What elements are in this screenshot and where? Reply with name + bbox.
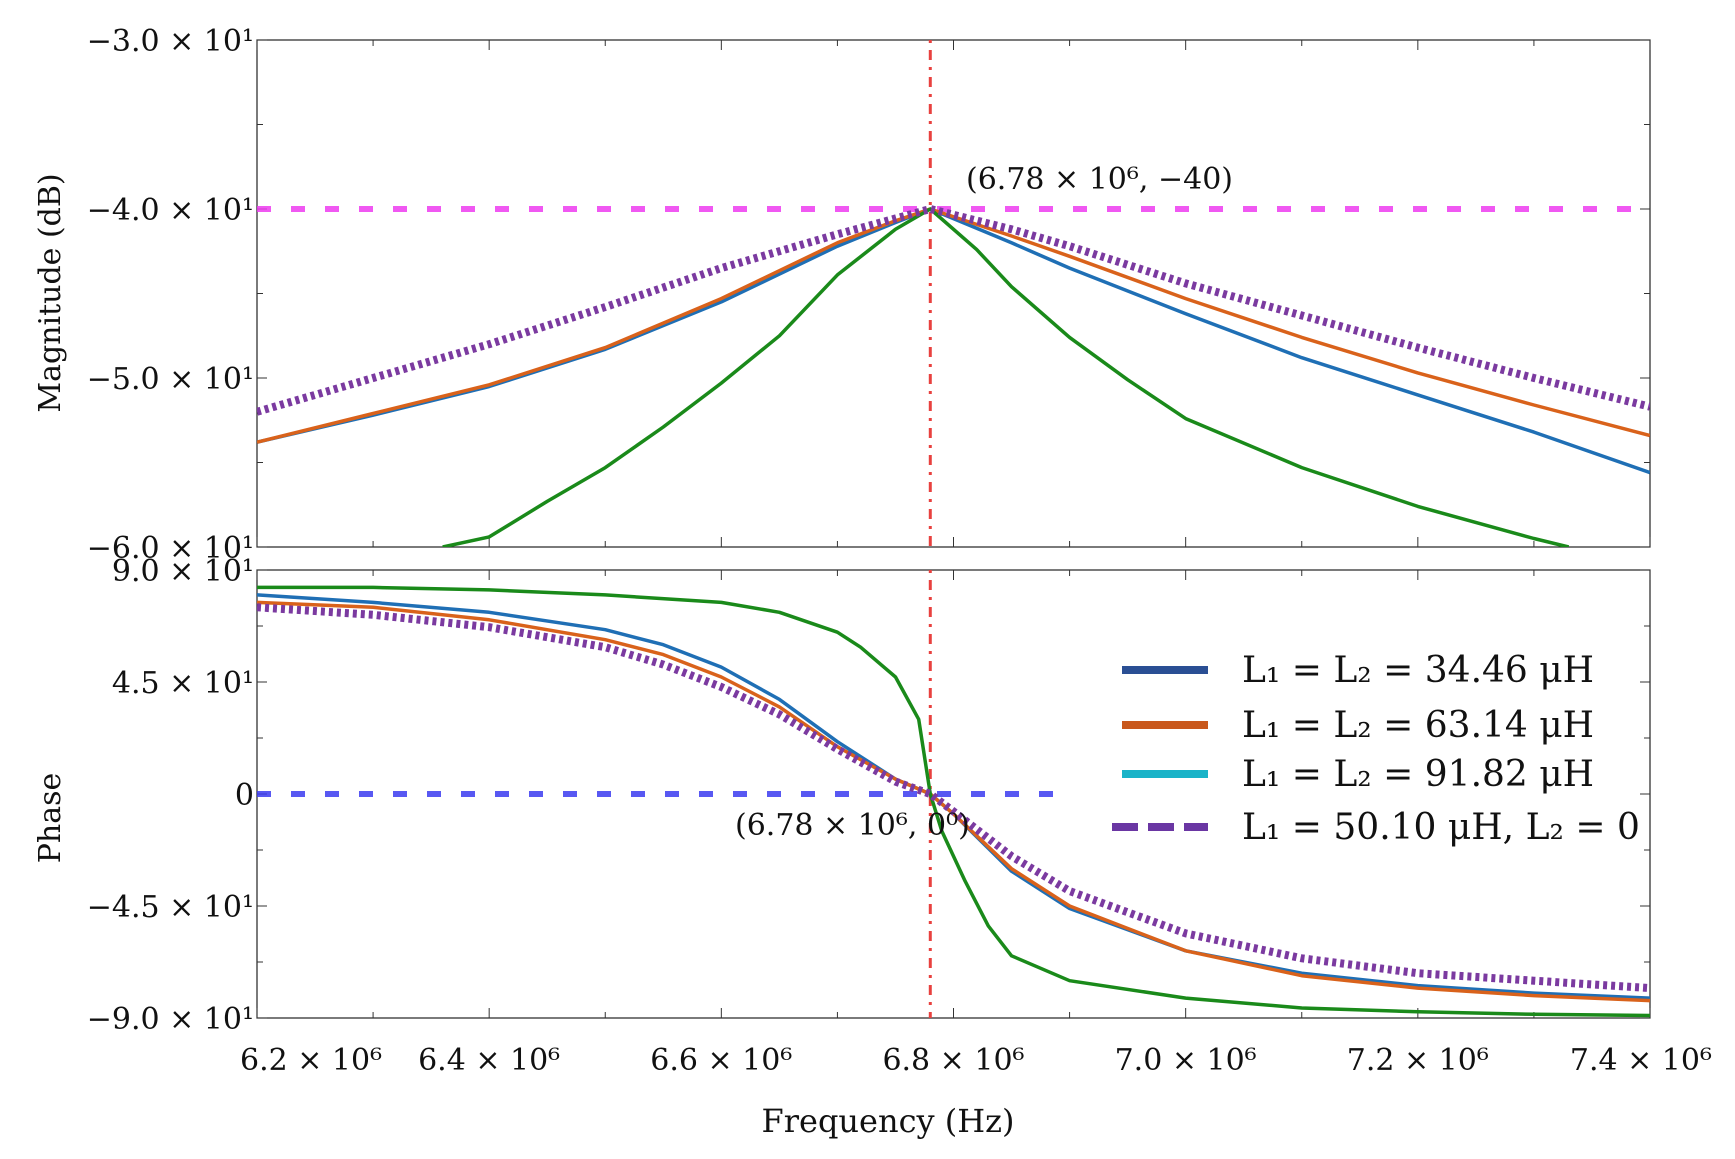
magnitude-plot-frame (256, 39, 1651, 548)
x-tick-label: 7.2 × 10⁶ (1347, 1043, 1489, 1078)
phase-series (257, 585, 1650, 1018)
phase-reference-lines (257, 570, 1070, 1018)
y-tick-label: −3.0 × 10¹ (87, 24, 254, 59)
phase-y-tick-labels: 9.0 × 10¹ 4.5 × 10¹ 0 −4.5 × 10¹ −9.0 × 10¹ (87, 554, 254, 1037)
legend-label-series-2: L₁ = L₂ = 63.14 μH (1242, 705, 1594, 746)
x-tick-label: 6.6 × 10⁶ (650, 1043, 792, 1078)
y-tick-label: −5.0 × 10¹ (87, 362, 254, 397)
y-tick-label: 4.5 × 10¹ (112, 666, 254, 701)
x-tick-label: 7.0 × 10⁶ (1115, 1043, 1257, 1078)
y-tick-label: 0 (235, 778, 254, 813)
series-line-3 (442, 207, 1570, 547)
series-line-1 (257, 207, 1650, 475)
x-tick-labels: 6.2 × 10⁶ 6.4 × 10⁶ 6.6 × 10⁶ 6.8 × 10⁶ 7.0 … (240, 1043, 1712, 1078)
legend: L₁ = L₂ = 34.46 μH L₁ = L₂ = 63.14 μH L₁… (1112, 650, 1640, 848)
x-tick-label: 6.4 × 10⁶ (418, 1043, 560, 1078)
series-line-4 (257, 205, 1650, 416)
x-tick-label: 6.8 × 10⁶ (882, 1043, 1024, 1078)
magnitude-panel: −3.0 × 10¹ −4.0 × 10¹ −5.0 × 10¹ −6.0 × 10¹… (33, 24, 1651, 566)
series-line-3 (257, 585, 1650, 1018)
y-tick-label: −6.0 × 10¹ (87, 531, 254, 566)
y-tick-label: −4.5 × 10¹ (87, 890, 254, 925)
phase-y-axis-label: Phase (33, 773, 68, 864)
magnitude-series (257, 205, 1650, 547)
legend-label-series-1: L₁ = L₂ = 34.46 μH (1242, 650, 1594, 691)
magnitude-y-tick-labels: −3.0 × 10¹ −4.0 × 10¹ −5.0 × 10¹ −6.0 × 10¹ (87, 24, 254, 566)
y-tick-label: −4.0 × 10¹ (87, 193, 254, 228)
magnitude-y-axis-label: Magnitude (dB) (33, 173, 68, 412)
phase-ticks (256, 569, 1651, 1019)
series-line-4 (257, 603, 1650, 993)
phase-zero-crossing-annotation: (6.78 × 10⁶, 0⁰) (735, 808, 970, 843)
magnitude-peak-annotation: (6.78 × 10⁶, −40) (966, 162, 1233, 197)
y-tick-label: −9.0 × 10¹ (87, 1002, 254, 1037)
x-axis-label: Frequency (Hz) (762, 1102, 1015, 1140)
x-tick-label: 7.4 × 10⁶ (1570, 1043, 1712, 1078)
magnitude-ticks (256, 39, 1651, 548)
y-tick-label: 9.0 × 10¹ (112, 554, 254, 589)
x-tick-label: 6.2 × 10⁶ (240, 1043, 382, 1078)
legend-label-series-3: L₁ = L₂ = 91.82 μH (1242, 754, 1594, 795)
series-line-2 (257, 207, 1650, 444)
legend-label-series-4: L₁ = 50.10 μH, L₂ = 0 (1242, 807, 1640, 848)
magnitude-reference-lines (257, 40, 1650, 547)
